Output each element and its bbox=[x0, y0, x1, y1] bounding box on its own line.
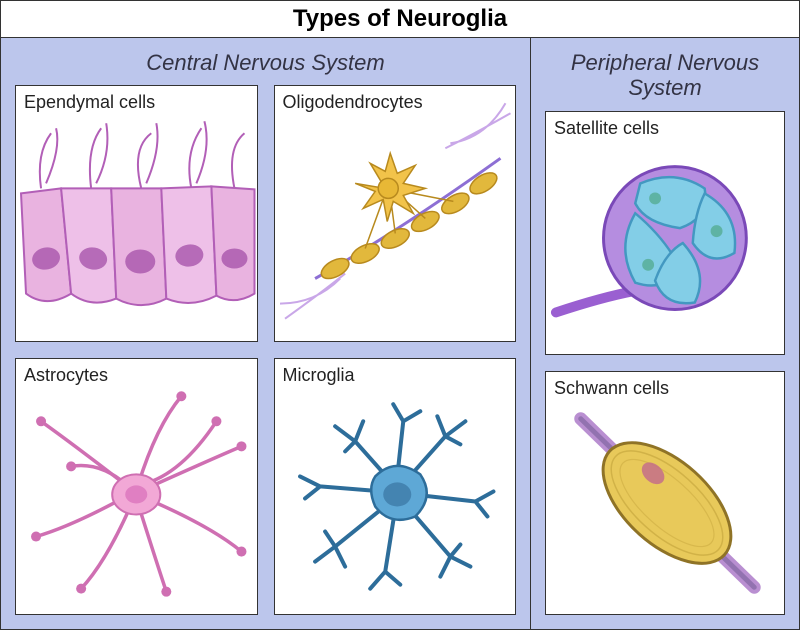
microglia-illustration bbox=[275, 359, 516, 614]
pns-title: Peripheral Nervous System bbox=[545, 44, 785, 111]
cell-satellite: Satellite cells bbox=[545, 111, 785, 355]
diagram-title: Types of Neuroglia bbox=[1, 1, 799, 38]
cell-label-satellite: Satellite cells bbox=[546, 112, 784, 139]
satellite-illustration bbox=[546, 112, 784, 354]
cell-schwann: Schwann cells bbox=[545, 371, 785, 615]
cell-label-schwann: Schwann cells bbox=[546, 372, 784, 399]
cell-microglia: Microglia bbox=[274, 358, 517, 615]
cell-label-microglia: Microglia bbox=[275, 359, 516, 386]
cell-label-oligodendrocytes: Oligodendrocytes bbox=[275, 86, 516, 113]
cell-astrocytes: Astrocytes bbox=[15, 358, 258, 615]
pns-section: Peripheral Nervous System Satellite cell… bbox=[531, 38, 799, 629]
cns-title: Central Nervous System bbox=[15, 44, 516, 85]
cell-label-ependymal: Ependymal cells bbox=[16, 86, 257, 113]
astrocytes-illustration bbox=[16, 359, 257, 614]
schwann-illustration bbox=[546, 372, 784, 614]
cell-oligodendrocytes: Oligodendrocytes bbox=[274, 85, 517, 342]
cns-grid: Ependymal cells bbox=[15, 85, 516, 615]
cell-label-astrocytes: Astrocytes bbox=[16, 359, 257, 386]
diagram-body: Central Nervous System Ependymal cells bbox=[1, 38, 799, 629]
diagram-container: Types of Neuroglia Central Nervous Syste… bbox=[0, 0, 800, 630]
oligodendrocytes-illustration bbox=[275, 86, 516, 341]
cell-ependymal: Ependymal cells bbox=[15, 85, 258, 342]
cns-section: Central Nervous System Ependymal cells bbox=[1, 38, 531, 629]
pns-grid: Satellite cells bbox=[545, 111, 785, 615]
ependymal-illustration bbox=[16, 86, 257, 341]
